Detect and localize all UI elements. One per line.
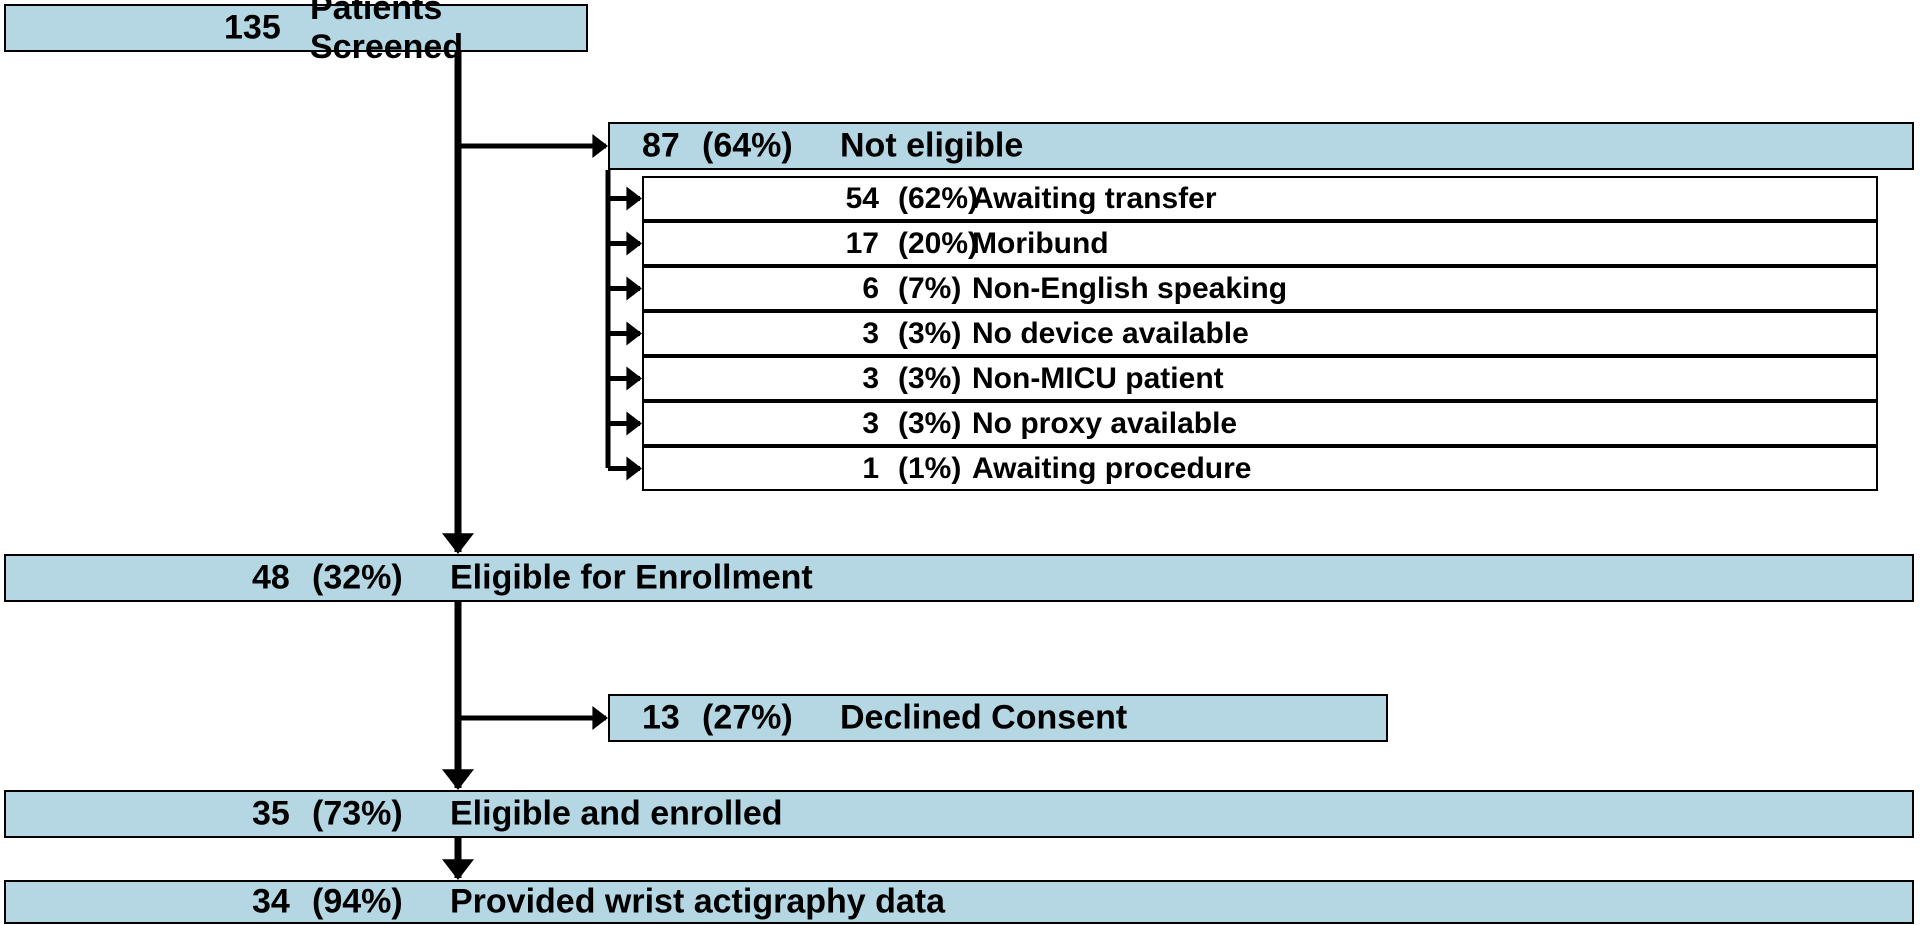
flow-box-not-eligible: 87 (64%) Not eligible (608, 122, 1914, 170)
percent: (7%) (898, 272, 961, 306)
count: 13 (642, 699, 690, 738)
count: 6 (862, 272, 888, 306)
label: Eligible for Enrollment (450, 559, 813, 598)
count: 3 (862, 362, 888, 396)
count: 135 (224, 9, 291, 48)
count: 87 (642, 127, 690, 166)
percent: (62%) (898, 182, 978, 216)
flow-box-eligible: 48 (32%) Eligible for Enrollment (4, 554, 1914, 602)
flowchart-canvas: 135Patients Screened87(64%)Not eligible4… (0, 0, 1920, 925)
percent: (20%) (898, 227, 978, 261)
flow-box-enrolled: 35 (73%) Eligible and enrolled (4, 790, 1914, 838)
label: Awaiting transfer (972, 182, 1217, 216)
percent: (3%) (898, 407, 961, 441)
percent: (94%) (312, 883, 403, 922)
count: 3 (862, 407, 888, 441)
label: Not eligible (840, 127, 1023, 166)
label: Patients Screened (310, 0, 586, 67)
count: 17 (846, 227, 888, 261)
label: Provided wrist actigraphy data (450, 883, 945, 922)
label: Moribund (972, 227, 1109, 261)
flow-box-non-english: 6 (7%) Non-English speaking (642, 266, 1878, 311)
count: 34 (252, 883, 300, 922)
percent: (27%) (702, 699, 793, 738)
label: Non-MICU patient (972, 362, 1224, 396)
count: 54 (846, 182, 888, 216)
percent: (64%) (702, 127, 793, 166)
flow-box-awaiting-transfer: 54 (62%)Awaiting transfer (642, 176, 1878, 221)
percent: (3%) (898, 317, 961, 351)
label: Declined Consent (840, 699, 1127, 738)
count: 48 (252, 559, 300, 598)
percent: (1%) (898, 452, 961, 486)
label: No proxy available (972, 407, 1237, 441)
count: 3 (862, 317, 888, 351)
flow-box-screened: 135Patients Screened (4, 4, 588, 52)
label: Awaiting procedure (972, 452, 1252, 486)
percent: (73%) (312, 795, 403, 834)
label: No device available (972, 317, 1249, 351)
count: 35 (252, 795, 300, 834)
flow-box-no-device: 3 (3%) No device available (642, 311, 1878, 356)
flow-box-non-micu: 3 (3%) Non-MICU patient (642, 356, 1878, 401)
percent: (32%) (312, 559, 403, 598)
flow-box-no-proxy: 3 (3%) No proxy available (642, 401, 1878, 446)
flow-box-moribund: 17 (20%)Moribund (642, 221, 1878, 266)
flow-box-awaiting-procedure: 1 (1%) Awaiting procedure (642, 446, 1878, 491)
percent: (3%) (898, 362, 961, 396)
flow-box-actigraphy: 34 (94%) Provided wrist actigraphy data (4, 880, 1914, 924)
count: 1 (862, 452, 888, 486)
label: Non-English speaking (972, 272, 1287, 306)
flow-box-declined: 13 (27%) Declined Consent (608, 694, 1388, 742)
label: Eligible and enrolled (450, 795, 783, 834)
